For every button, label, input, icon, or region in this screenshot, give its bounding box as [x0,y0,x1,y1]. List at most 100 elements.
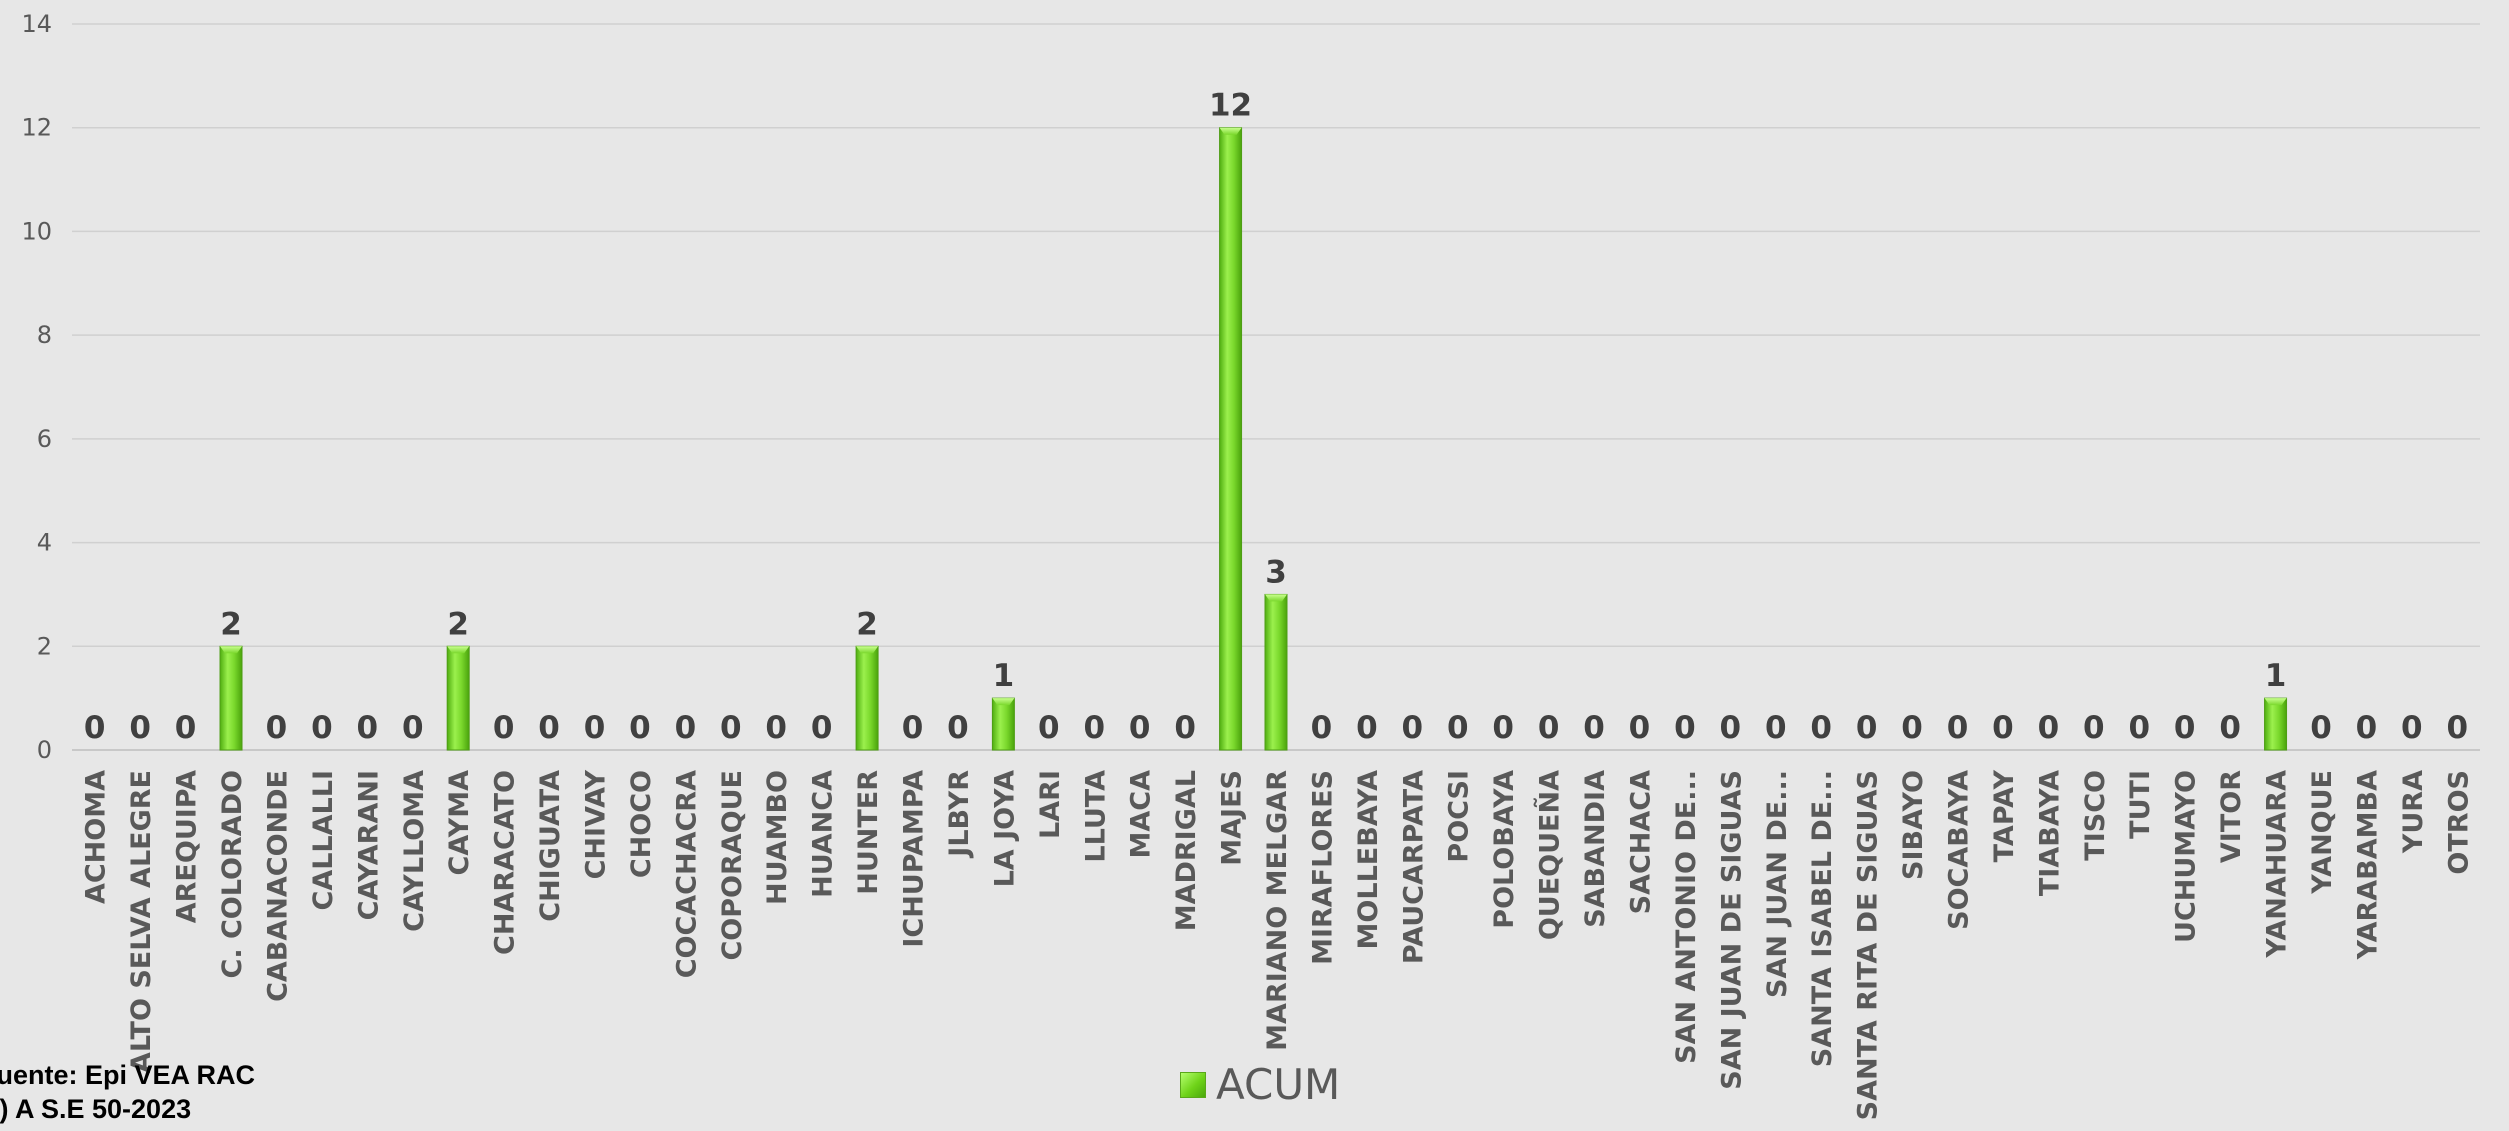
x-tick-label: HUNTER [853,770,884,895]
data-label: 0 [493,710,515,746]
x-tick-label: POLOBAYA [1489,770,1520,929]
data-label: 0 [311,710,333,746]
data-label: 0 [357,710,379,746]
bar-cap [1265,594,1287,602]
bar-body [1219,127,1243,751]
x-tick-label: CAYARANI [353,770,384,920]
bar-cap [992,698,1015,706]
gridlines [72,23,2480,751]
x-tick-label: UCHUMAYO [2171,770,2202,943]
y-tick-label: 12 [21,114,52,142]
data-label: 0 [2174,710,2196,746]
data-label: 0 [402,710,424,746]
x-tick-label: YURA [2398,770,2429,854]
data-label: 0 [1492,710,1514,746]
bar-cap [2264,698,2287,706]
y-tick-label: 4 [37,529,52,557]
source-note-line-2: (*) A S.E 50-2023 [0,1094,192,1124]
x-tick-label: LA JOYA [989,770,1020,888]
data-label: 0 [765,710,787,746]
bar [2264,697,2288,751]
x-tick-label: COCACHACRA [671,770,702,978]
x-tick-label: QUEQUEÑA [1534,770,1566,940]
data-label: 0 [947,710,969,746]
x-tick-label: MARIANO MELGAR [1262,770,1293,1051]
x-tick-label: SOCABAYA [1944,770,1975,930]
x-tick-label: ICHUPAMPA [899,770,930,948]
x-tick-label: TIABAYA [2034,770,2065,896]
x-tick-label: TAPAY [1989,770,2020,863]
bar [219,645,243,751]
bar-body [2264,697,2288,751]
bar-cap [447,646,470,654]
x-tick-label: YARABAMBA [2352,770,2383,960]
x-tick-label: CAYLLOMA [399,770,430,932]
legend-swatch [1180,1071,1206,1098]
data-label: 1 [2265,658,2287,694]
data-label: 0 [1174,710,1196,746]
bar [1264,593,1288,751]
data-label: 0 [2128,710,2150,746]
x-tick-label: CHIVAY [580,770,611,880]
bar-body [1264,593,1288,751]
data-label: 2 [856,606,878,642]
x-tick-label: TISCO [2080,770,2111,861]
x-tick-label: HUANCA [808,770,839,898]
data-label: 2 [220,606,242,642]
x-tick-label: SIBAYO [1898,770,1929,880]
x-tick-label: CAYMA [444,770,475,876]
x-tick-label: JLBYR [944,770,975,859]
y-tick-label: 10 [21,217,52,245]
data-label: 0 [1992,710,2014,746]
data-label: 0 [266,710,288,746]
x-tick-label: CHOCO [626,770,657,878]
data-label: 0 [2310,710,2332,746]
bar [446,645,470,751]
bar-cap [220,646,243,654]
y-tick-label: 8 [37,321,52,349]
data-label: 0 [1856,710,1878,746]
data-label: 12 [1209,88,1252,124]
data-label: 2 [447,606,469,642]
y-axis: 0 2 4 6 8 10 12 14 [21,10,52,764]
data-label: 0 [1629,710,1651,746]
x-tick-label: POCSI [1444,770,1475,863]
bar-body [446,645,470,751]
x-tick-label: MAJES [1217,770,1248,866]
data-label: 0 [1538,710,1560,746]
data-label: 0 [2356,710,2378,746]
x-tick-label: SAN ANTONIO DE... [1671,770,1702,1064]
data-label: 0 [584,710,606,746]
x-tick-label: COPORAQUE [717,770,748,961]
x-tick-label: HUAMBO [762,770,793,905]
source-note-line-1: Fuente: Epi VEA RAC [0,1060,256,1090]
data-label: 0 [1947,710,1969,746]
data-label: 0 [1674,710,1696,746]
data-label: 0 [2401,710,2423,746]
data-label: 0 [2446,710,2468,746]
data-label: 0 [1447,710,1469,746]
x-axis: ACHOMA ALTO SELVA ALEGRE AREQUIPA C. COLORA… [81,770,2475,1121]
x-tick-label: YANQUE [2307,770,2338,895]
data-label: 0 [1810,710,1832,746]
data-label: 0 [2083,710,2105,746]
x-tick-label: AREQUIPA [172,770,203,923]
x-tick-label: VITOR [2216,770,2247,863]
data-label: 0 [2038,710,2060,746]
y-tick-label: 6 [37,425,52,453]
x-tick-label: MACA [1126,770,1157,859]
x-tick-label: LLUTA [1080,770,1111,863]
bar [1219,127,1243,751]
data-label: 0 [1311,710,1333,746]
data-label: 0 [2219,710,2241,746]
data-label: 0 [902,710,924,746]
data-label: 0 [720,710,742,746]
x-tick-label: MADRIGAL [1171,770,1202,931]
bars [219,127,2288,751]
bar-cap [1219,127,1242,135]
data-label: 0 [1402,710,1424,746]
data-label: 0 [1038,710,1060,746]
legend: ACUM [1180,1060,1340,1109]
x-tick-label: CHIGUATA [535,770,566,922]
